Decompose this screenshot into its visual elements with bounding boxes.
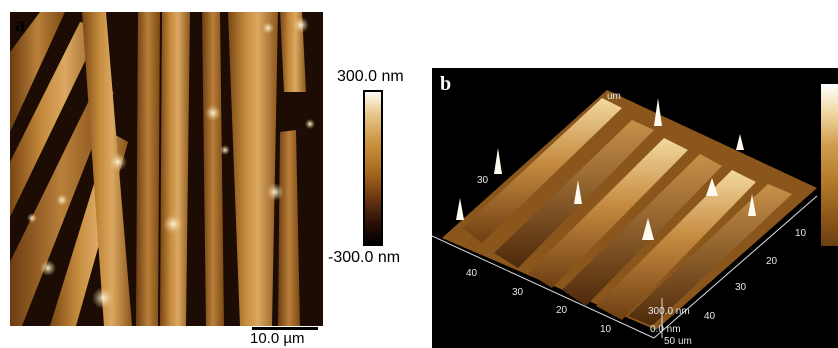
fiber bbox=[10, 22, 102, 217]
right-axis-tick: 20 bbox=[766, 256, 778, 267]
right-axis-tick: 30 bbox=[735, 282, 747, 293]
back-tick-label: 30 bbox=[477, 175, 489, 186]
colorbar-max-label: 300.0 nm bbox=[337, 68, 404, 85]
ridge bbox=[562, 154, 722, 306]
particle bbox=[92, 287, 114, 309]
right-axis-tick: 40 bbox=[704, 311, 716, 322]
back-unit-label: um bbox=[607, 91, 621, 102]
left-axis-tick: 10 bbox=[600, 324, 612, 335]
panel-a-letter: a bbox=[15, 14, 25, 36]
particle bbox=[56, 194, 68, 206]
peak bbox=[654, 98, 662, 126]
particle bbox=[205, 105, 221, 121]
particle bbox=[163, 214, 183, 234]
axis-labels: um 30 10 20 30 40 10 20 30 40 50 um 300.… bbox=[466, 91, 807, 347]
panel-b-letter: b bbox=[440, 73, 452, 95]
right-axis-line bbox=[653, 195, 818, 339]
z-top-label: 300.0 nm bbox=[648, 306, 690, 317]
particle bbox=[109, 153, 127, 171]
particle bbox=[305, 119, 315, 129]
z-bottom-label: 0.0 nm bbox=[650, 324, 681, 335]
ridge bbox=[462, 98, 622, 243]
ridge bbox=[596, 170, 756, 320]
colorbar-min-label: -300.0 nm bbox=[328, 249, 401, 266]
scale-bar-label: 10.0 µm bbox=[250, 330, 305, 347]
fiber bbox=[278, 130, 300, 326]
right-axis-tick: 50 bbox=[664, 336, 676, 347]
particle bbox=[220, 145, 230, 155]
right-axis-unit: um bbox=[678, 336, 692, 347]
fiber bbox=[160, 12, 190, 326]
left-axis-tick: 30 bbox=[512, 287, 524, 298]
ridge bbox=[528, 138, 688, 288]
peak bbox=[642, 218, 654, 240]
peak bbox=[748, 194, 756, 216]
peak bbox=[494, 148, 502, 174]
peak bbox=[456, 198, 464, 220]
left-axis-tick: 20 bbox=[556, 305, 568, 316]
afm-height-map bbox=[10, 12, 323, 326]
particle bbox=[40, 260, 56, 276]
fiber bbox=[82, 12, 132, 326]
particle bbox=[293, 17, 309, 33]
fiber bbox=[202, 12, 224, 326]
right-axis-tick: 10 bbox=[795, 228, 807, 239]
afm-3d-rendering: um 30 10 20 30 40 10 20 30 40 50 um 300.… bbox=[432, 68, 838, 348]
peak bbox=[736, 134, 744, 150]
fiber bbox=[136, 12, 160, 326]
ridge bbox=[494, 120, 654, 268]
particle bbox=[266, 183, 284, 201]
axes bbox=[432, 195, 818, 339]
ridge-group bbox=[462, 98, 792, 326]
left-axis-line bbox=[432, 235, 655, 339]
height-colorbar bbox=[363, 90, 383, 246]
particle-group bbox=[27, 17, 315, 309]
fiber bbox=[10, 12, 65, 132]
afm-3d-surface: um 30 10 20 30 40 10 20 30 40 50 um 300.… bbox=[432, 90, 818, 347]
peak-group bbox=[456, 98, 756, 240]
peak bbox=[574, 180, 582, 204]
left-axis-tick: 40 bbox=[466, 268, 478, 279]
particle bbox=[27, 213, 37, 223]
afm-height-image: a bbox=[10, 12, 323, 326]
ridge bbox=[628, 184, 792, 326]
peak bbox=[706, 178, 718, 196]
scale-bar bbox=[252, 327, 318, 330]
panel-b-colorbar bbox=[821, 84, 838, 246]
fiber bbox=[228, 12, 278, 326]
particle bbox=[262, 22, 274, 34]
